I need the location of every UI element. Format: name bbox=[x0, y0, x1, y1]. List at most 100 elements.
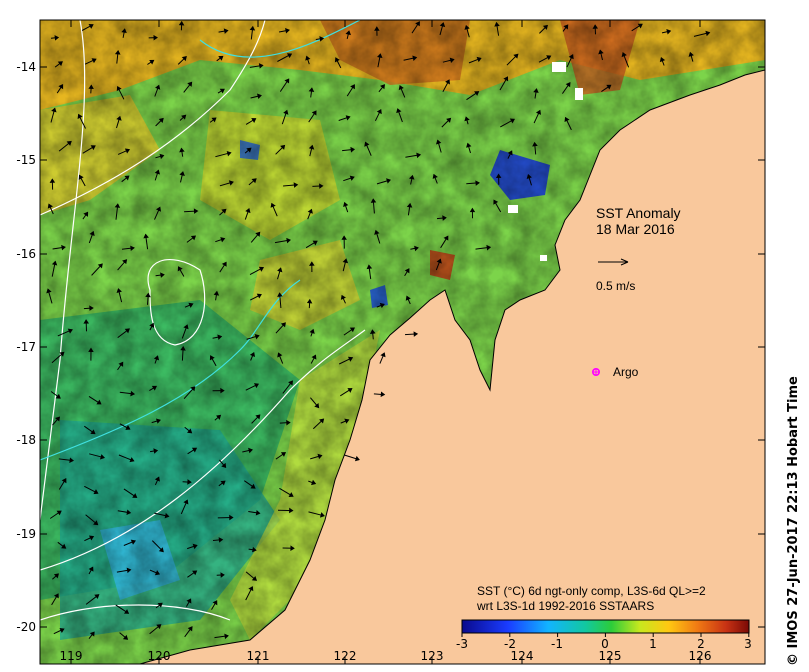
current-vector bbox=[466, 91, 480, 101]
current-vector bbox=[369, 329, 376, 340]
current-vector bbox=[532, 141, 538, 155]
current-vector bbox=[148, 35, 158, 41]
current-vector bbox=[310, 354, 317, 364]
current-vector bbox=[145, 292, 151, 305]
current-vector bbox=[51, 351, 65, 364]
sst-contours bbox=[40, 20, 366, 621]
argo-float-marker bbox=[591, 367, 600, 376]
map-plot-area bbox=[40, 20, 765, 664]
current-vector bbox=[178, 20, 185, 31]
current-vector bbox=[621, 52, 630, 68]
current-vector bbox=[398, 85, 406, 98]
plot-border bbox=[39, 19, 766, 665]
current-vector bbox=[277, 292, 283, 309]
current-vector bbox=[56, 84, 64, 94]
current-vector bbox=[85, 594, 100, 605]
current-vector bbox=[214, 414, 222, 421]
imos-credit: © IMOS 27-Jun-2017 22:13 Hobart Time bbox=[786, 376, 801, 666]
current-vector bbox=[179, 114, 187, 121]
current-vector bbox=[117, 148, 131, 155]
current-vector bbox=[155, 272, 165, 278]
current-vector bbox=[338, 115, 351, 121]
vector-scale-label: 0.5 m/s bbox=[596, 279, 635, 293]
current-vector bbox=[404, 268, 410, 277]
current-vector bbox=[84, 485, 99, 495]
current-vector bbox=[408, 174, 415, 185]
current-vector bbox=[308, 479, 317, 486]
colorbar-tick-1: 1 bbox=[649, 637, 657, 651]
current-vector bbox=[466, 180, 480, 186]
current-vector bbox=[249, 351, 256, 361]
current-vector bbox=[312, 418, 325, 430]
current-vector bbox=[373, 391, 386, 398]
current-vector bbox=[219, 459, 227, 468]
current-vector bbox=[475, 244, 492, 251]
current-vector bbox=[601, 84, 612, 93]
lat-tick-18: -18 bbox=[16, 433, 36, 447]
current-vector bbox=[114, 203, 121, 220]
current-vector bbox=[533, 109, 542, 124]
current-vector bbox=[279, 487, 294, 498]
current-vector bbox=[185, 598, 192, 607]
current-vector bbox=[82, 211, 89, 220]
current-vector bbox=[50, 35, 60, 41]
current-vector bbox=[396, 108, 403, 123]
current-vector bbox=[184, 426, 193, 434]
colorbar-tick-2: 2 bbox=[697, 637, 705, 651]
current-vector bbox=[58, 140, 72, 152]
current-vector bbox=[275, 452, 287, 460]
current-vector bbox=[661, 29, 672, 35]
current-vector bbox=[51, 260, 58, 277]
current-vector bbox=[499, 76, 509, 91]
current-vector bbox=[245, 118, 257, 125]
current-vector bbox=[250, 93, 262, 100]
current-vector bbox=[187, 447, 198, 455]
current-vector bbox=[436, 215, 447, 221]
current-vector bbox=[179, 147, 185, 157]
current-vector bbox=[155, 117, 164, 127]
current-vector bbox=[143, 233, 149, 250]
current-vector bbox=[58, 457, 75, 463]
current-vector bbox=[442, 79, 450, 93]
current-vector bbox=[688, 51, 694, 62]
current-vector bbox=[47, 203, 54, 215]
current-vector bbox=[219, 261, 227, 273]
current-vector bbox=[307, 208, 313, 220]
current-vector bbox=[464, 25, 470, 38]
current-vector bbox=[50, 107, 57, 123]
current-vector bbox=[379, 352, 386, 364]
current-vector bbox=[315, 36, 325, 42]
current-vector bbox=[215, 237, 226, 243]
current-vector bbox=[364, 141, 372, 156]
current-vector bbox=[411, 21, 420, 34]
lon-tick-123: 123 bbox=[421, 649, 444, 663]
current-vector bbox=[248, 546, 257, 553]
current-vector bbox=[270, 202, 278, 217]
current-vector bbox=[78, 174, 86, 187]
current-vector bbox=[154, 512, 170, 519]
current-vector-field bbox=[46, 20, 711, 640]
current-vector bbox=[183, 386, 196, 400]
current-vector bbox=[186, 235, 197, 243]
current-vector bbox=[187, 543, 198, 550]
current-vector bbox=[180, 499, 189, 515]
land-mass bbox=[139, 20, 765, 664]
current-vector bbox=[84, 535, 95, 542]
lat-tick-labels: -14 -15 -16 -17 -18 -19 -20 bbox=[16, 60, 36, 634]
current-vector bbox=[218, 28, 229, 34]
current-vector bbox=[216, 572, 225, 578]
current-vector bbox=[306, 298, 313, 309]
current-vector bbox=[149, 322, 155, 331]
current-vector bbox=[345, 30, 351, 40]
current-vector bbox=[182, 479, 192, 485]
current-vector bbox=[215, 150, 232, 158]
current-vector bbox=[279, 28, 290, 34]
current-vector bbox=[245, 383, 260, 391]
current-vector bbox=[340, 294, 346, 304]
current-vector bbox=[631, 23, 643, 32]
current-vector bbox=[249, 266, 265, 276]
current-vector bbox=[500, 118, 516, 128]
current-vector bbox=[248, 178, 257, 186]
current-vector bbox=[91, 263, 103, 276]
